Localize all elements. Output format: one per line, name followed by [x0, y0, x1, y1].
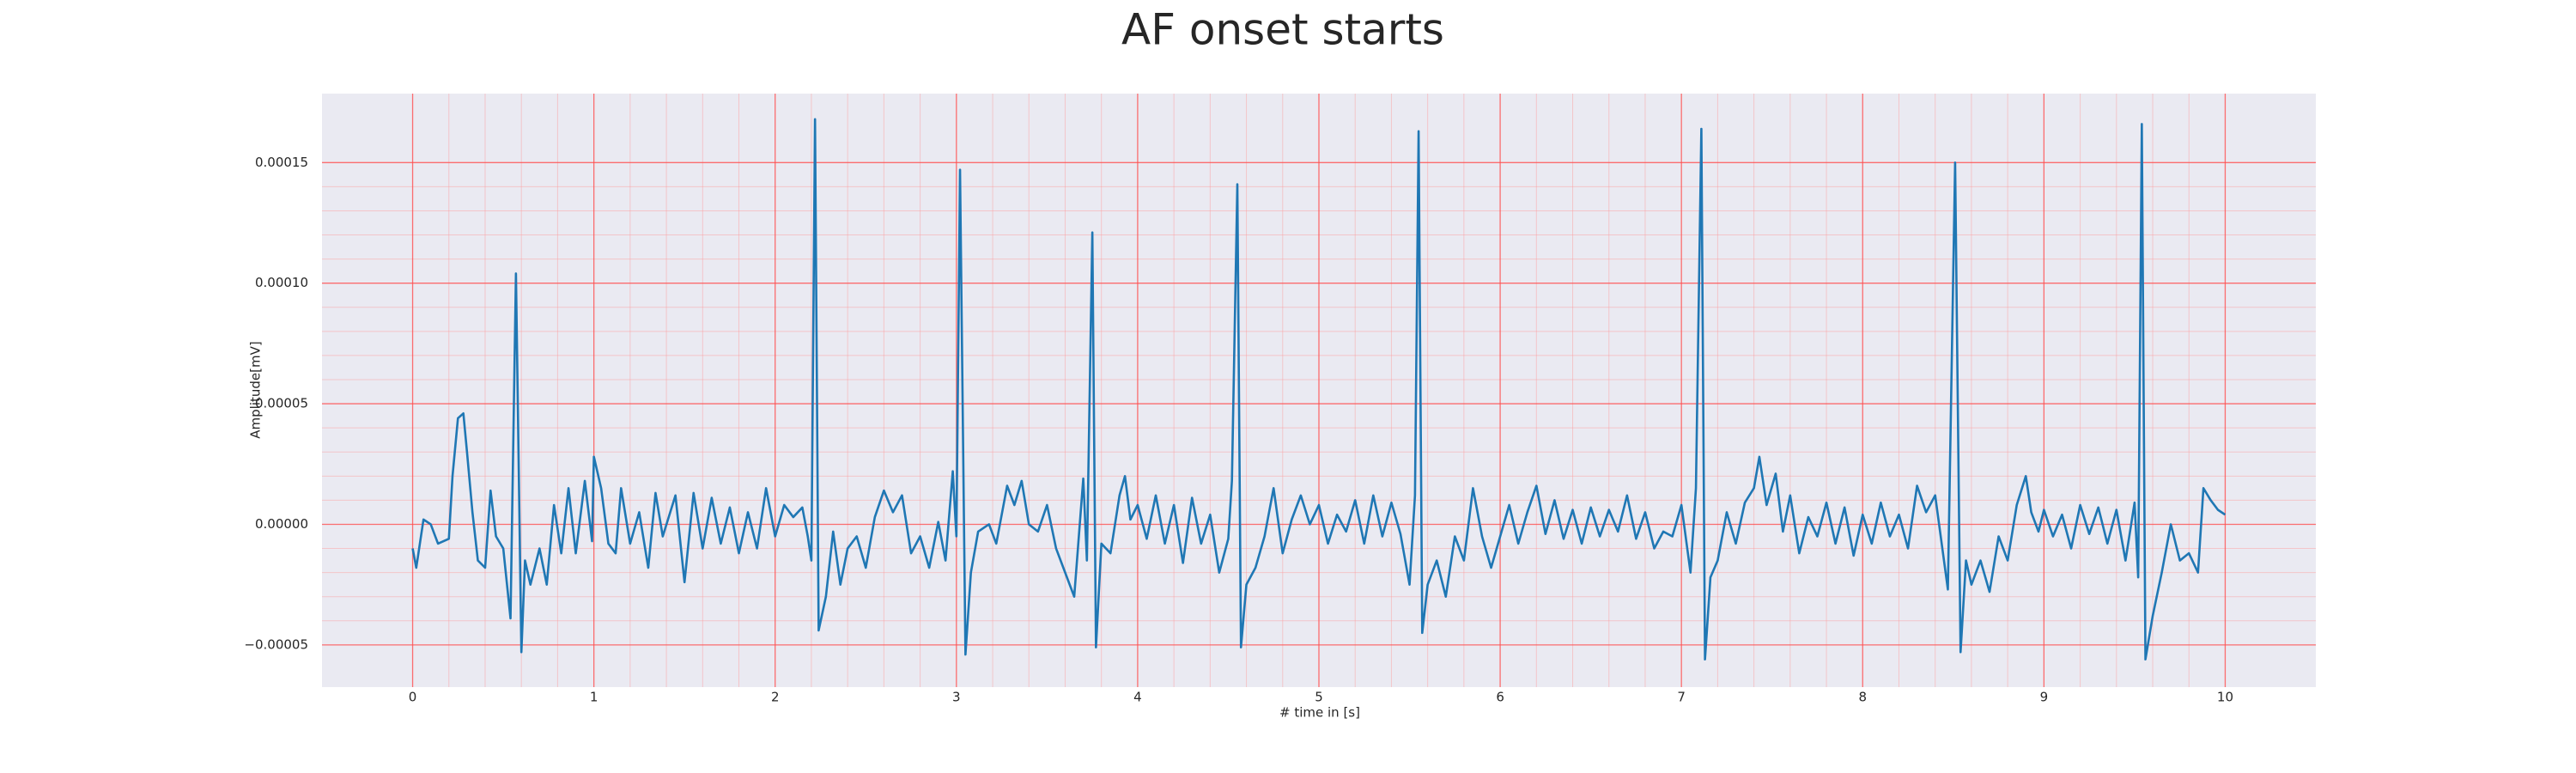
y-tick-label: −0.00005: [244, 636, 308, 652]
x-tick-label: 8: [1858, 690, 1867, 705]
x-tick-label: 4: [1133, 690, 1142, 705]
x-tick-label: 0: [409, 690, 417, 705]
x-tick-label: 1: [590, 690, 598, 705]
x-axis-label: # time in [s]: [1279, 705, 1360, 721]
y-axis-label: Amplitude[mV]: [248, 341, 264, 438]
x-tick-label: 5: [1315, 690, 1323, 705]
x-tick-label: 7: [1677, 690, 1686, 705]
y-tick-label: 0.00005: [255, 396, 308, 411]
x-tick-label: 2: [771, 690, 780, 705]
y-tick-label: 0.00000: [255, 516, 308, 532]
chart-title: AF onset starts: [1121, 5, 1444, 55]
y-tick-label: 0.00010: [255, 275, 308, 290]
y-tick-label: 0.00015: [255, 155, 308, 170]
x-tick-label: 6: [1496, 690, 1504, 705]
x-tick-label: 10: [2217, 690, 2233, 705]
x-tick-label: 3: [952, 690, 961, 705]
signal-line: [411, 118, 2227, 661]
x-tick-label: 9: [2040, 690, 2049, 705]
